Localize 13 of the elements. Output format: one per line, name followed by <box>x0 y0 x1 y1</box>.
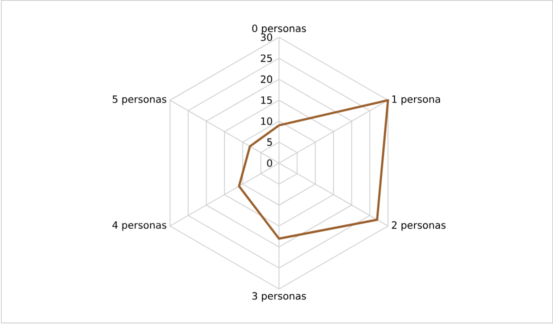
spoke-label: 5 personas <box>112 95 166 105</box>
y-tick-label: 25 <box>260 54 272 62</box>
y-tick-label: 10 <box>261 117 272 125</box>
spoke-label: 0 personas <box>252 24 306 34</box>
y-tick-label: 20 <box>260 75 272 83</box>
spoke-label: 1 persona <box>392 95 440 105</box>
spoke-label: 3 personas <box>252 292 306 302</box>
spoke-label: 2 personas <box>392 221 446 231</box>
y-tick-label: 30 <box>260 33 272 41</box>
y-tick-label: 0 <box>267 159 272 167</box>
y-tick-label: 15 <box>261 96 272 104</box>
spoke-label: 4 personas <box>112 221 166 231</box>
y-tick-label: 5 <box>267 138 272 146</box>
